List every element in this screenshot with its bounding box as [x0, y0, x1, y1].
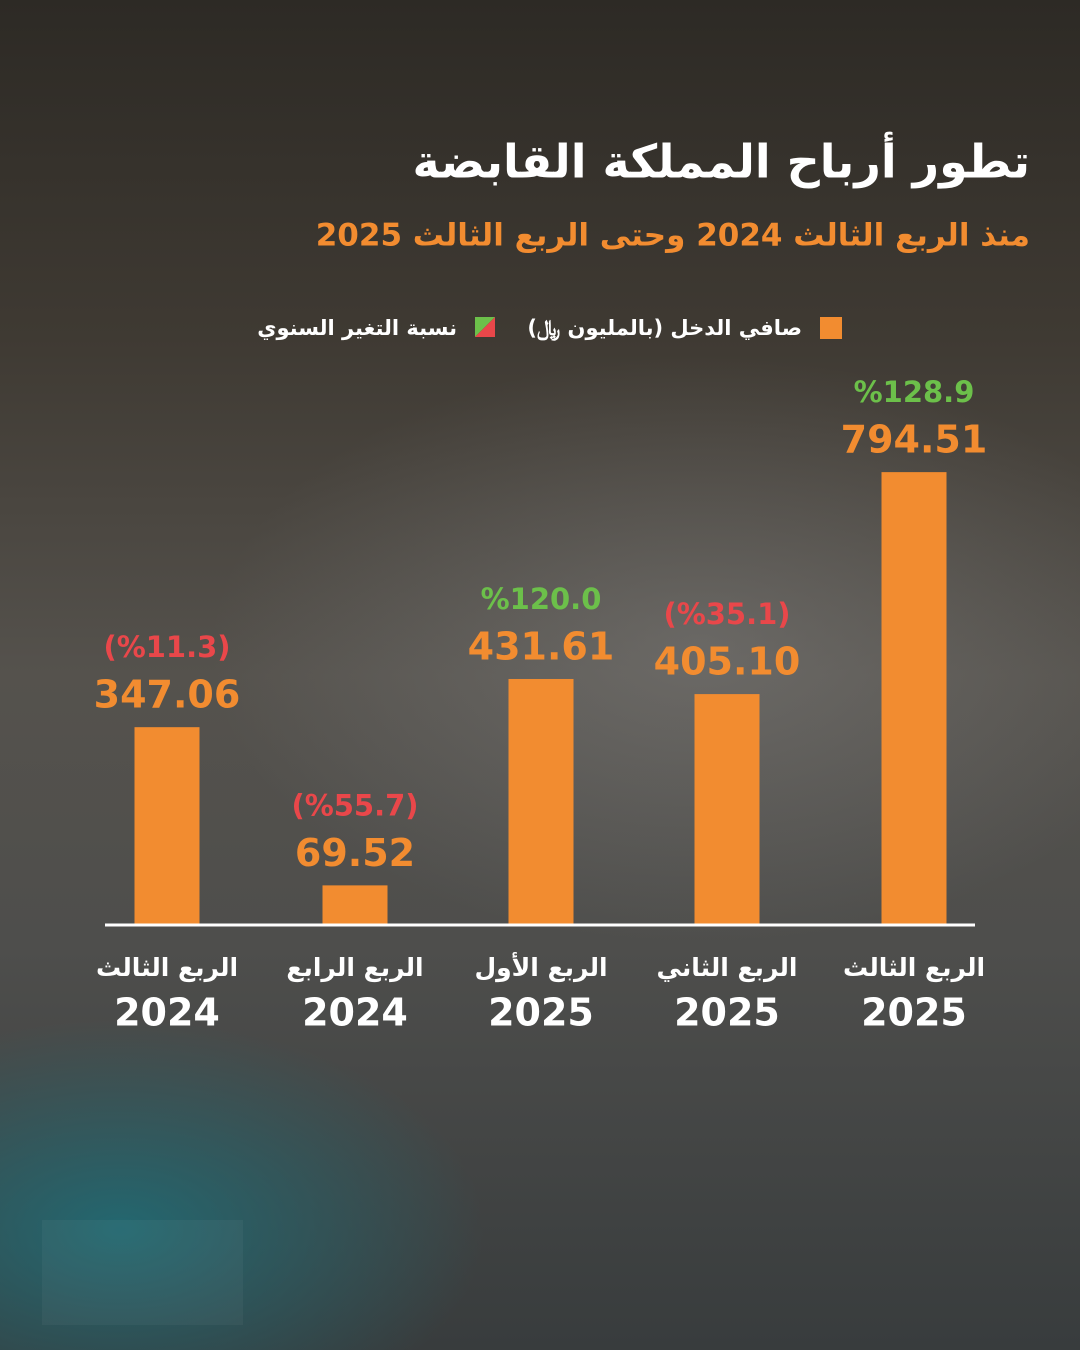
- change-label: (%11.3): [103, 630, 230, 664]
- legend-label: نسبة التغير السنوي: [257, 316, 457, 341]
- bar: [322, 885, 388, 925]
- decor-box: [42, 1220, 243, 1325]
- x-tick-label: الربع الرابع: [286, 953, 423, 983]
- change-label: (%55.7): [291, 788, 418, 822]
- chart-subtitle: منذ الربع الثالث 2024 وحتى الربع الثالث …: [316, 218, 1030, 254]
- change-label: %128.9: [854, 375, 975, 409]
- legend-label: صافي الدخل (بالمليون ﷼): [527, 316, 802, 341]
- change-label: %120.0: [481, 582, 602, 616]
- change-label: (%35.1): [663, 597, 790, 631]
- bar: [134, 727, 200, 925]
- x-tick-label: 2024: [302, 991, 408, 1035]
- legend-swatch: [820, 317, 842, 339]
- x-tick-label: الربع الثالث: [843, 953, 985, 983]
- legend-swatch: [475, 317, 495, 337]
- x-tick-label: الربع الثاني: [657, 953, 798, 983]
- value-label: 794.51: [841, 418, 988, 462]
- x-tick-label: 2025: [488, 991, 594, 1035]
- bar: [694, 694, 760, 925]
- value-label: 69.52: [295, 831, 415, 875]
- bar: [881, 472, 947, 925]
- bar: [508, 678, 574, 925]
- x-tick-label: 2024: [114, 991, 220, 1035]
- value-label: 431.61: [468, 624, 615, 668]
- chart-title: تطور أرباح المملكة القابضة: [413, 132, 1030, 189]
- x-tick-label: الربع الثالث: [96, 953, 238, 983]
- x-tick-label: 2025: [674, 991, 780, 1035]
- value-label: 347.06: [94, 673, 241, 717]
- x-tick-label: الربع الأول: [474, 952, 607, 983]
- value-label: 405.10: [654, 640, 801, 684]
- x-tick-label: 2025: [861, 991, 967, 1035]
